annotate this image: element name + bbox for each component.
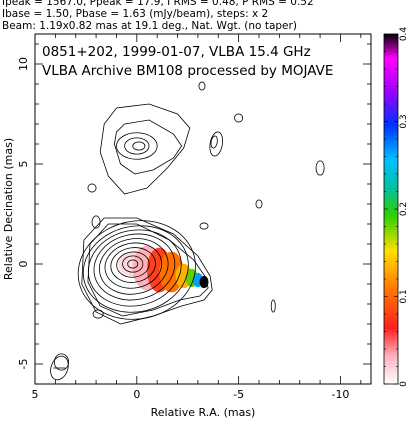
north-inner [132, 141, 146, 151]
jet-outer [81, 217, 213, 325]
noise-contour [210, 135, 218, 149]
noise-contour [91, 215, 101, 229]
noise-contour [87, 183, 97, 193]
core-contour [116, 251, 150, 278]
core-contour [93, 233, 176, 301]
colorbar-tick-label: 0 [399, 381, 409, 387]
core-contour [104, 242, 163, 289]
y-tick-label: -5 [17, 359, 30, 370]
core-contour [82, 225, 189, 313]
north-inner [116, 132, 158, 160]
plot-area [34, 33, 372, 385]
jet-contours [81, 217, 213, 325]
y-tick-label: 5 [17, 161, 30, 168]
x-tick-label: -5 [233, 388, 244, 401]
y-axis-label: Relative Decination (mas) [2, 138, 15, 280]
core-contour [87, 229, 182, 307]
jet-mid [87, 223, 209, 317]
core-contour [122, 255, 144, 273]
y-tick-label: 10 [17, 57, 30, 71]
noise-contour [92, 309, 104, 319]
noise-contour [209, 131, 224, 157]
core-contour [99, 238, 169, 295]
noise-contour [270, 299, 276, 313]
noise-contour [234, 113, 244, 123]
beam-ellipse [50, 355, 69, 381]
north-outer [99, 103, 191, 195]
colorbar-tick-label: 0.3 [399, 114, 409, 128]
core-contour [127, 259, 139, 269]
noise-contour [199, 222, 209, 230]
colorbar-tick-label: 0.2 [399, 202, 409, 216]
header-line-2: Ibase = 1.50, Pbase = 1.63 (mJy/beam), s… [2, 8, 269, 20]
plot-title-line-2: VLBA Archive BM108 processed by MOJAVE [42, 63, 333, 79]
north-mid [113, 119, 183, 175]
x-axis-label: Relative R.A. (mas) [151, 406, 256, 419]
x-tick-label: 0 [133, 388, 140, 401]
northern-component [99, 103, 191, 195]
y-tick-label: 0 [17, 261, 30, 268]
header-line-1: Ipeak = 1567.0, Ppeak = 17.9, I RMS = 0.… [2, 0, 314, 8]
core-contour [110, 247, 156, 283]
noise-contour [198, 81, 206, 91]
noise-contour [255, 199, 263, 209]
colorbar: 0 0.1 0.2 0.3 0.4 [383, 27, 409, 387]
colorbar-tick-label: 0.4 [399, 27, 409, 42]
x-tick-label: 5 [32, 388, 39, 401]
noise-contour [53, 353, 70, 371]
x-tick-label: -10 [331, 388, 349, 401]
north-inner [124, 137, 150, 155]
noise-contour [315, 160, 325, 176]
header-line-3: Beam: 1.19x0.82 mas at 19.1 deg., Nat. W… [2, 20, 297, 32]
colorbar-tick-label: 0.1 [399, 289, 409, 303]
plot-title-line-1: 0851+202, 1999-01-07, VLBA 15.4 GHz [42, 44, 311, 60]
